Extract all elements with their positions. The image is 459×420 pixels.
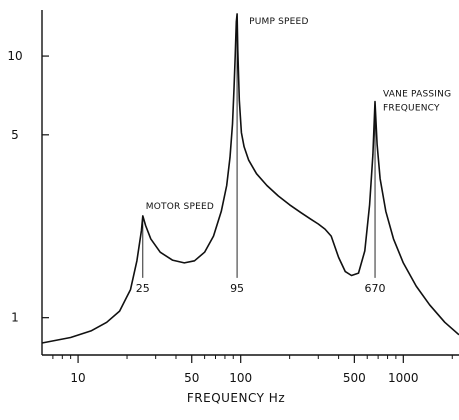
tick-group: 10 50 100 500 1000 1 5 10 [7,49,453,385]
x-tick-label: 100 [229,371,252,385]
x-tick-label: 50 [184,371,199,385]
peak-frequency-label: 95 [230,282,244,295]
y-tick-label: 10 [7,49,22,63]
spectrum-line [41,13,459,344]
x-axis-title: FREQUENCY Hz [187,391,285,405]
annotation-group: 25 MOTOR SPEED 95 PUMP SPEED 670 VANE PASSING… [136,13,451,295]
peak-annotation-line2: FREQUENCY [383,104,440,114]
series-group [41,13,459,344]
peak-annotation: PUMP SPEED [249,17,309,27]
x-tick-label: 500 [343,371,366,385]
peak-annotation: VANE PASSING [383,90,451,100]
peak-annotation: MOTOR SPEED [146,202,214,212]
axes [41,10,459,356]
peak-frequency-label: 25 [136,282,150,295]
peak-frequency-label: 670 [365,282,386,295]
y-tick-label: 5 [11,128,19,142]
x-tick-label: 1000 [388,371,419,385]
y-tick-label: 1 [11,311,19,325]
x-tick-label: 10 [70,371,85,385]
